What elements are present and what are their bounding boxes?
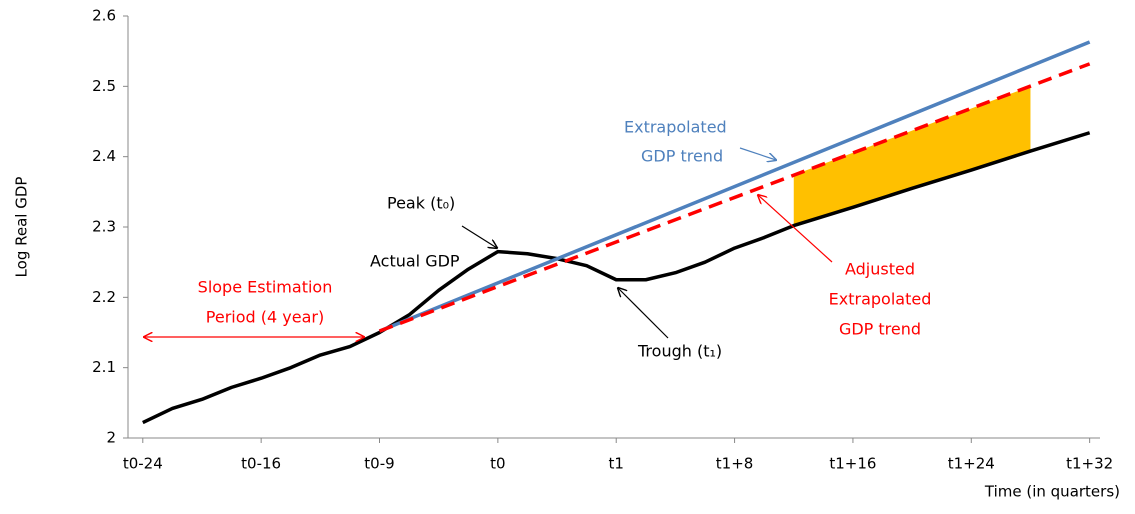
annotation: Extrapolated: [829, 290, 932, 309]
y-tick-label: 2.4: [92, 147, 116, 165]
plot-area: 2 2.1 2.2 2.3 2.4 2.5 2.6 t0-24 t0-16 t0-9 t0 t1 t1+…: [92, 7, 1113, 473]
annotation: Trough (t₁): [637, 342, 722, 361]
y-tick-label: 2.6: [92, 7, 116, 25]
arrow: [461, 225, 497, 248]
arrow: [758, 195, 833, 263]
x-tick-label: t1+24: [948, 455, 995, 473]
y-axis-label: Log Real GDP: [13, 177, 31, 278]
line-series: [142, 131, 1091, 425]
x-tick-label: t1+16: [829, 455, 876, 473]
annotation: Actual GDP: [370, 252, 460, 271]
annotation: Adjusted: [845, 260, 915, 279]
x-tick-label: t0-9: [364, 455, 394, 473]
y-tick-label: 2: [106, 429, 116, 447]
annotation: Peak (t₀): [387, 194, 455, 213]
x-tick-label: t0-24: [123, 455, 163, 473]
y-tick-label: 2.5: [92, 77, 116, 95]
y-tick-label: 2.2: [92, 288, 116, 306]
x-tick-label: t1+32: [1066, 455, 1113, 473]
x-tick-label: t1: [609, 455, 624, 473]
x-tick-label: t1+8: [716, 455, 754, 473]
arrow: [618, 288, 669, 339]
x-tick-label: t0: [490, 455, 505, 473]
annotation: Extrapolated: [624, 118, 727, 137]
arrow: [739, 147, 776, 160]
annotation: Period (4 year): [206, 308, 324, 327]
annotation: Slope Estimation: [198, 278, 333, 297]
x-tick-label: t0-16: [241, 455, 281, 473]
annotation: GDP trend: [641, 147, 723, 166]
y-tick-label: 2.1: [92, 358, 116, 376]
line-series: [378, 62, 1091, 333]
shaded-region: [793, 86, 1031, 226]
annotation: GDP trend: [839, 320, 921, 339]
line-series: [378, 40, 1091, 333]
y-tick-label: 2.3: [92, 218, 116, 236]
x-axis-label: Time (in quarters): [984, 483, 1120, 501]
